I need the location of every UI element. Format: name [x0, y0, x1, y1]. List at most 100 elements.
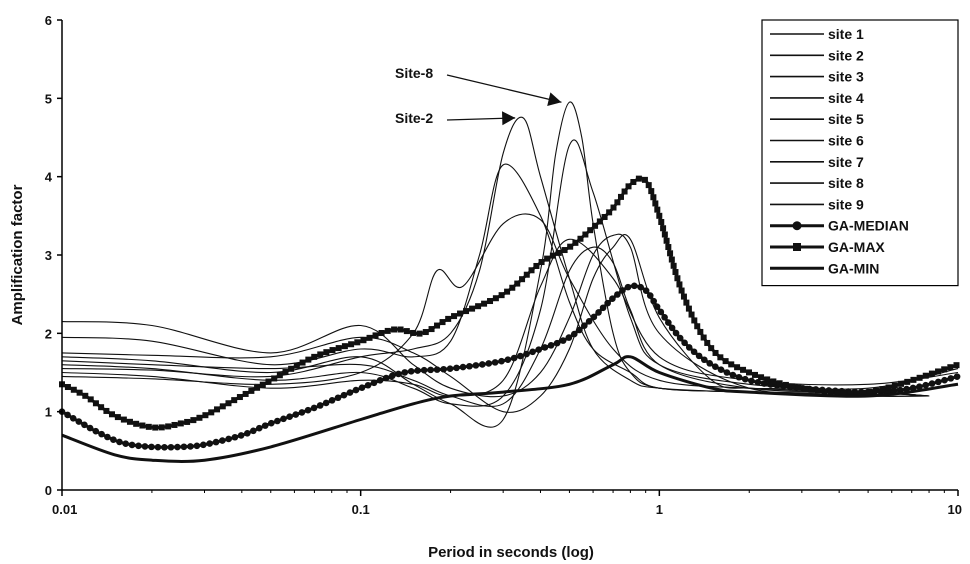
- max-point: [740, 366, 747, 373]
- max-point: [451, 313, 458, 320]
- max-point: [158, 424, 165, 431]
- legend-label: site 2: [828, 47, 864, 63]
- max-point: [808, 386, 815, 393]
- median-point: [64, 411, 71, 419]
- max-point: [847, 390, 854, 397]
- median-point: [116, 438, 123, 446]
- max-point: [667, 250, 674, 257]
- annotation-label: Site-2: [395, 110, 433, 126]
- max-point: [617, 193, 624, 200]
- max-point: [305, 356, 312, 363]
- median-point: [420, 366, 428, 374]
- max-point: [248, 387, 255, 394]
- median-point: [466, 362, 473, 370]
- median-point: [565, 334, 573, 341]
- max-point: [265, 378, 272, 385]
- median-point: [267, 419, 275, 427]
- max-point: [372, 332, 379, 339]
- max-point: [758, 374, 765, 381]
- median-point: [909, 384, 917, 392]
- y-tick-label: 4: [45, 170, 53, 185]
- max-point: [544, 255, 551, 262]
- max-point: [688, 311, 695, 318]
- median-point: [231, 433, 239, 441]
- max-point: [722, 358, 729, 365]
- median-point: [352, 386, 360, 394]
- max-point: [225, 400, 232, 407]
- legend-item: site 9: [770, 196, 864, 212]
- median-point: [346, 389, 354, 396]
- max-point: [658, 219, 665, 226]
- max-point: [504, 288, 511, 295]
- max-point: [126, 418, 133, 425]
- max-point: [614, 199, 621, 206]
- max-point: [82, 392, 89, 399]
- annotation-site-2: Site-2: [395, 110, 516, 126]
- max-point: [208, 409, 215, 416]
- max-point: [898, 380, 905, 387]
- max-point: [635, 175, 642, 182]
- max-point: [680, 293, 687, 300]
- median-point: [631, 282, 638, 290]
- median-point: [523, 350, 530, 358]
- max-point: [697, 328, 704, 335]
- median-point: [459, 363, 467, 371]
- median-point: [243, 429, 251, 437]
- max-point: [391, 326, 398, 333]
- median-point: [668, 324, 676, 332]
- max-point: [498, 292, 505, 299]
- median-point: [92, 427, 100, 435]
- median-point: [261, 422, 269, 429]
- legend-item: site 2: [770, 47, 864, 63]
- max-point: [665, 244, 672, 251]
- max-point: [231, 397, 238, 404]
- legend-label: site 6: [828, 133, 864, 149]
- max-point: [734, 364, 741, 371]
- series-line: [61, 355, 959, 463]
- median-point: [922, 381, 930, 389]
- median-point: [154, 443, 162, 451]
- median-point: [706, 360, 714, 367]
- legend-label: site 1: [828, 26, 864, 42]
- median-point: [748, 377, 755, 385]
- legend-item: site 6: [770, 133, 864, 149]
- max-point: [299, 359, 306, 366]
- median-point: [624, 283, 632, 291]
- median-point: [316, 402, 324, 409]
- median-point: [206, 440, 213, 447]
- median-point: [472, 362, 480, 369]
- max-point: [259, 381, 266, 388]
- max-point: [802, 385, 809, 392]
- median-point: [491, 359, 499, 366]
- median-point: [212, 438, 220, 446]
- median-point: [334, 394, 342, 402]
- median-point: [934, 378, 942, 386]
- series-site-6: [61, 246, 930, 408]
- max-point: [145, 423, 152, 430]
- median-point: [479, 361, 486, 368]
- max-point: [947, 364, 954, 371]
- max-point: [660, 225, 667, 232]
- max-point: [814, 387, 821, 394]
- max-point: [567, 243, 574, 250]
- median-point: [535, 346, 543, 353]
- max-point: [661, 231, 668, 238]
- max-point: [708, 345, 715, 352]
- max-point: [879, 386, 886, 393]
- series-ga-median: [58, 282, 961, 451]
- max-point: [360, 337, 367, 344]
- median-point: [717, 366, 725, 374]
- max-point: [317, 351, 324, 358]
- median-point: [286, 413, 293, 420]
- max-point: [717, 354, 724, 361]
- legend-label: GA-MAX: [828, 239, 885, 255]
- median-point: [200, 441, 207, 449]
- legend: site 1 site 2 site 3 site 4 site 5 site 6 site…: [761, 19, 959, 287]
- legend-label: GA-MEDIAN: [828, 218, 909, 234]
- max-point: [928, 370, 935, 377]
- median-point: [541, 344, 549, 351]
- median-point: [104, 433, 111, 441]
- max-point: [196, 414, 203, 421]
- median-point: [941, 376, 948, 384]
- median-point: [128, 441, 136, 449]
